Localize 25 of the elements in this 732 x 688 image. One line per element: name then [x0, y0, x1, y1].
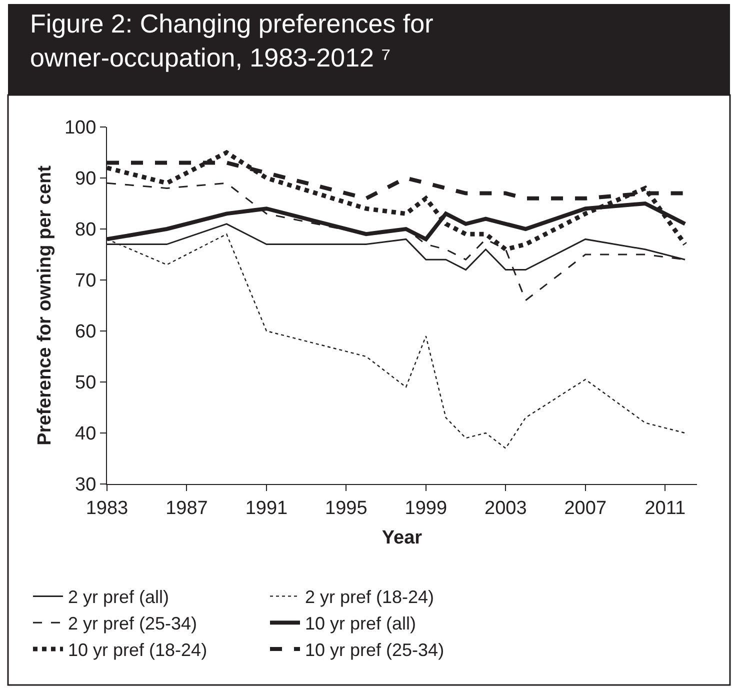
legend-label: 2 yr pref (25-34)	[68, 614, 198, 634]
x-tick-label: 1995	[325, 498, 368, 519]
x-tick-label: 1991	[245, 498, 288, 519]
y-tick-label: 60	[75, 322, 96, 343]
x-axis-title: Year	[382, 528, 423, 549]
y-axis-title: Preference for owning per cent	[34, 164, 56, 446]
y-tick-label: 90	[75, 168, 96, 190]
legend-label: 10 yr pref (all)	[305, 614, 416, 634]
legend-label: 2 yr pref (all)	[68, 587, 170, 608]
chart-title: Figure 2: Changing preferences for owner-occupation, 1983-2012 ⁷	[30, 8, 434, 72]
x-tick-label: 1999	[404, 498, 448, 519]
x-tick-label: 1987	[166, 498, 208, 519]
y-tick-label: 80	[75, 220, 96, 241]
legend-label: 10 yr pref (25-34)	[305, 640, 444, 660]
x-tick-label: 2003	[484, 498, 527, 519]
x-tick-label: 2011	[644, 498, 686, 519]
y-tick-label: 100	[64, 118, 96, 139]
x-tick-label: 2007	[564, 498, 607, 519]
legend-label: 10 yr pref (18-24)	[68, 640, 208, 660]
y-tick-label: 50	[75, 372, 96, 394]
legend-label: 2 yr pref (18-24)	[305, 587, 434, 608]
y-tick-label: 70	[75, 270, 96, 292]
y-tick-label: 30	[75, 474, 96, 496]
y-tick-label: 40	[75, 424, 96, 445]
x-tick-label: 1983	[86, 498, 128, 519]
